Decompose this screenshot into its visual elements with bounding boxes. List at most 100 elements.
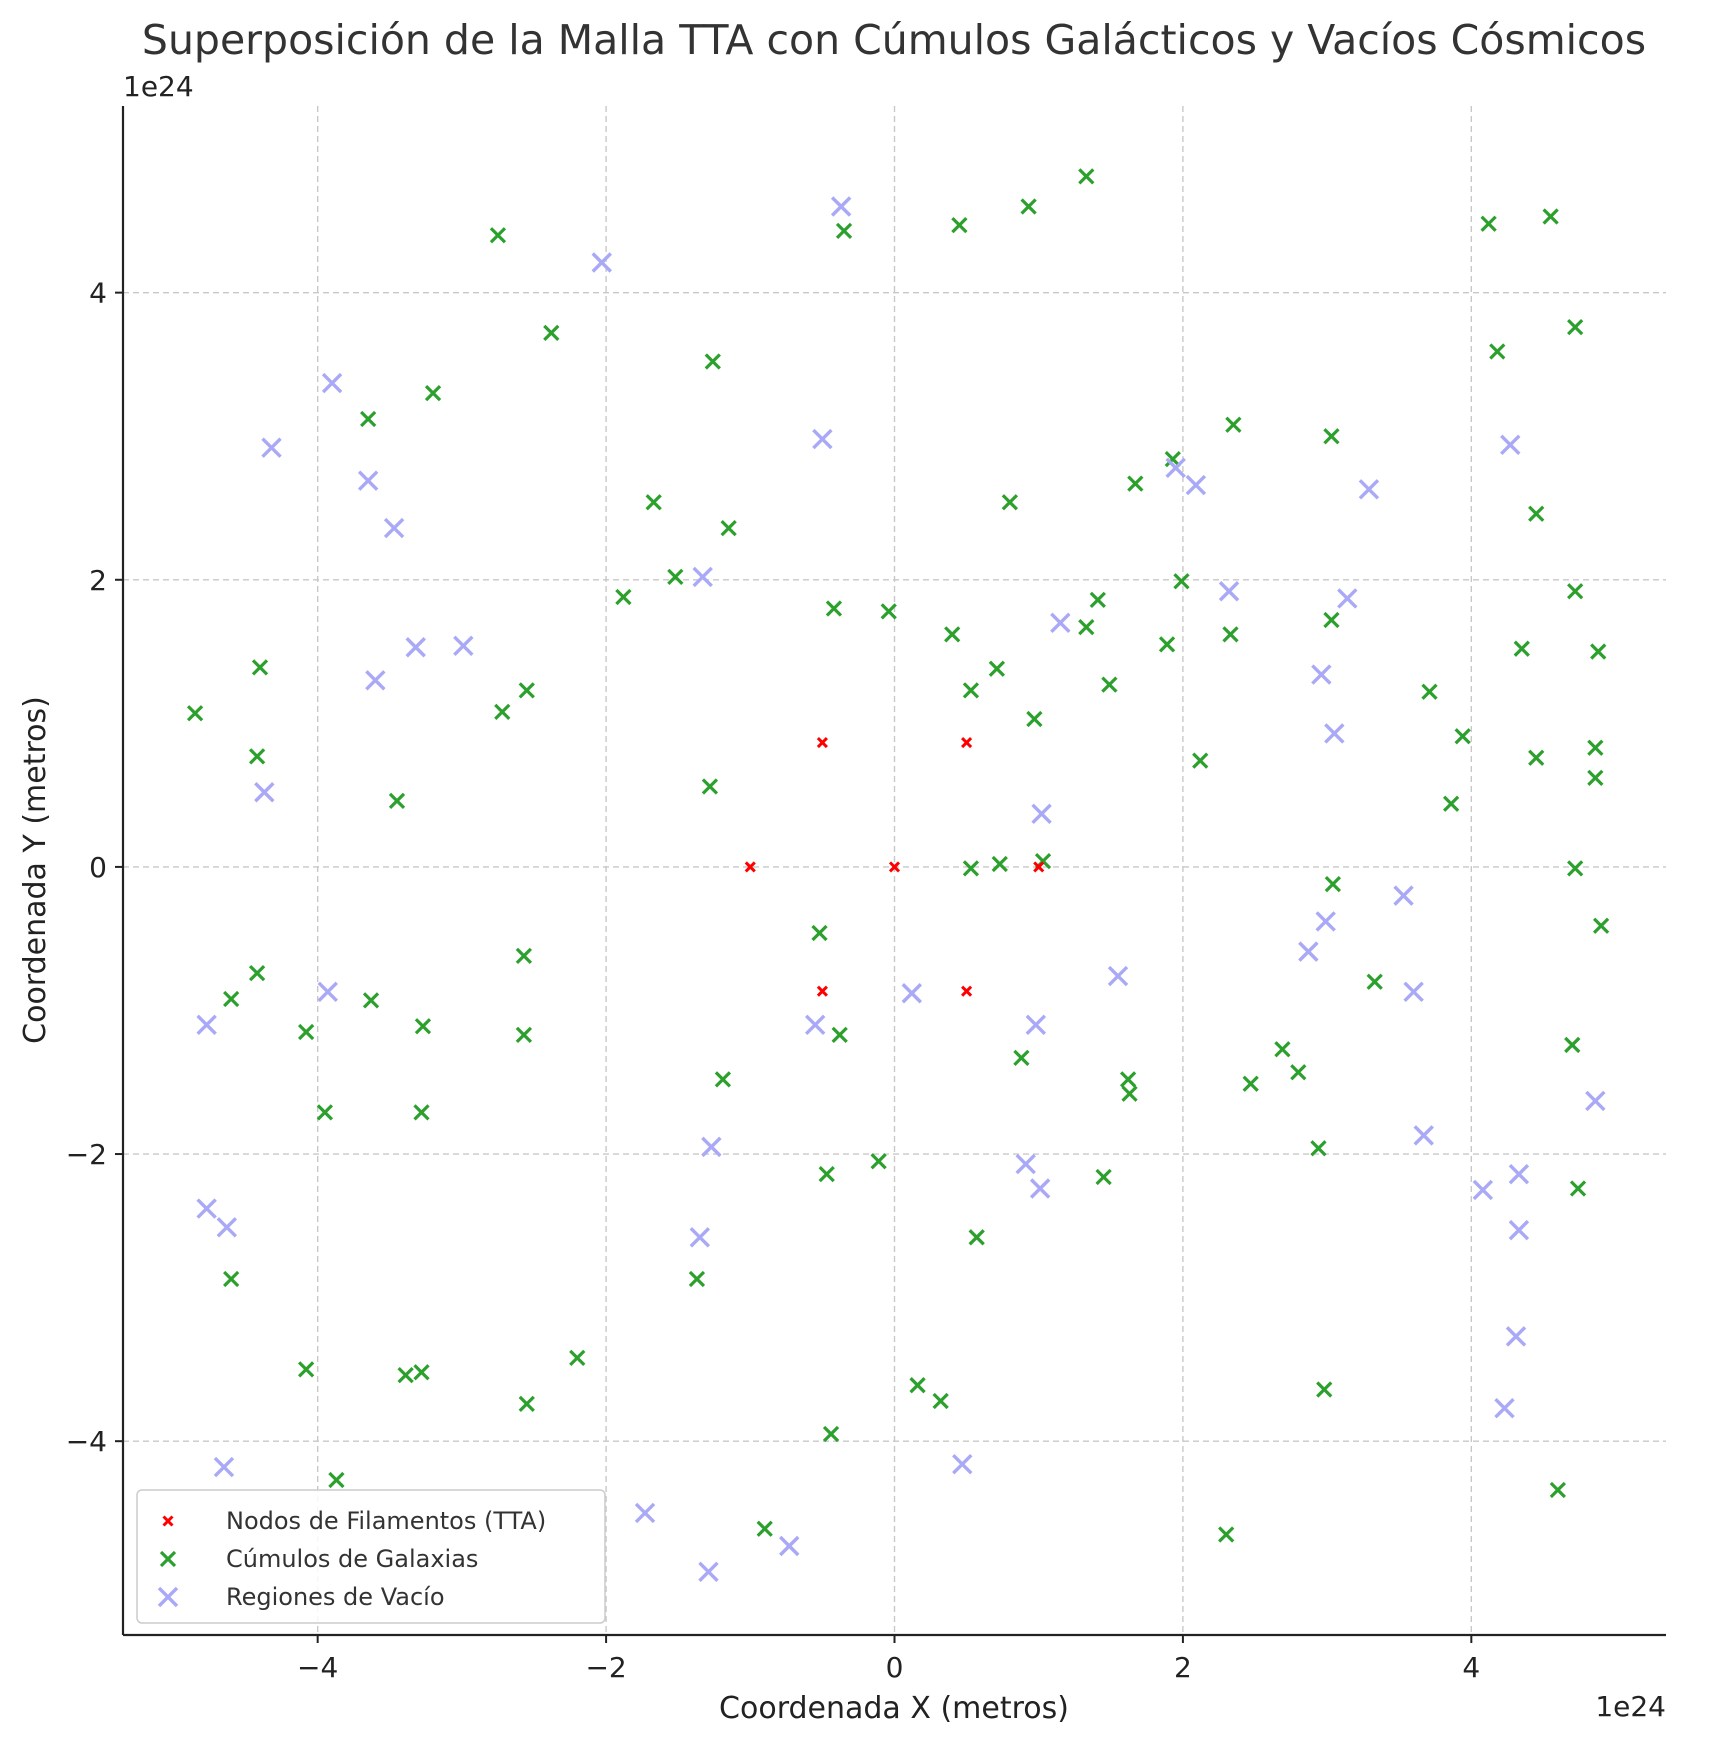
galaxy-cluster-point	[1542, 208, 1559, 225]
galaxy-cluster-point	[1590, 643, 1607, 660]
galaxy-cluster-point	[223, 990, 240, 1008]
galaxy-cluster-point	[1310, 1140, 1327, 1157]
galaxy-cluster-point	[831, 1026, 848, 1044]
galaxy-cluster-point	[667, 568, 684, 586]
void-region-point	[1218, 581, 1240, 602]
galaxy-cluster-point	[1192, 752, 1209, 769]
void-region-point	[804, 1014, 826, 1036]
y-tick-label: 2	[89, 564, 107, 597]
galaxy-cluster-point	[515, 1026, 533, 1044]
tta-node-point	[888, 861, 901, 873]
galaxy-cluster-point	[1587, 769, 1604, 787]
galaxy-cluster-point	[1222, 626, 1239, 643]
galaxy-cluster-point	[1158, 636, 1176, 653]
y-tick-label: 0	[89, 851, 107, 884]
void-region-point	[1311, 664, 1332, 685]
galaxy-cluster-point	[615, 588, 632, 606]
galaxy-cluster-point	[1121, 1085, 1138, 1102]
y-axis-label: Coordenada Y (metros)	[18, 696, 53, 1044]
tta-node-point	[816, 737, 828, 749]
galaxy-cluster-point	[298, 1023, 315, 1041]
x-offset-label: 1e24	[1595, 1690, 1666, 1723]
void-region-point	[254, 782, 275, 803]
galaxy-cluster-point	[818, 1166, 835, 1183]
galaxy-cluster-point	[932, 1392, 949, 1410]
galaxy-cluster-point	[515, 947, 533, 965]
legend-label: Regiones de Vacío	[226, 1583, 445, 1611]
galaxy-cluster-point	[1290, 1064, 1307, 1081]
void-region-point	[1508, 1219, 1530, 1241]
galaxy-cluster-point	[1567, 318, 1584, 336]
galaxy-cluster-point	[1567, 583, 1584, 600]
x-tick-label: 0	[886, 1651, 904, 1684]
galaxy-cluster-point	[811, 924, 828, 942]
galaxy-cluster-point	[714, 1071, 732, 1088]
galaxy-cluster-point	[1567, 860, 1584, 877]
galaxy-cluster-point	[991, 855, 1008, 873]
galaxy-cluster-point	[397, 1367, 414, 1384]
void-region-point	[1500, 434, 1521, 456]
galaxy-cluster-point	[248, 748, 266, 765]
galaxy-cluster-point	[645, 494, 662, 511]
void-region-point	[1508, 1163, 1530, 1185]
galaxy-cluster-point	[1454, 728, 1471, 745]
galaxy-cluster-point	[388, 792, 406, 810]
void-region-point	[1029, 1178, 1051, 1199]
galaxy-cluster-point	[1218, 1526, 1235, 1543]
void-region-point	[952, 1453, 973, 1475]
void-region-point	[1315, 911, 1336, 932]
void-region-point	[779, 1535, 800, 1557]
tta-node-point	[961, 985, 973, 997]
void-region-point	[321, 372, 343, 394]
x-tick-label: −4	[297, 1651, 338, 1684]
legend-label: Nodos de Filamentos (TTA)	[226, 1507, 546, 1535]
y-tick-label: −2	[66, 1138, 107, 1171]
void-region-point	[901, 983, 923, 1004]
void-region-point	[1403, 981, 1424, 1003]
x-tick-label: −2	[585, 1651, 626, 1684]
y-tick-label: 4	[89, 277, 107, 310]
void-region-point	[216, 1217, 238, 1238]
galaxy-cluster-point	[414, 1018, 432, 1035]
tta-node-point	[961, 737, 973, 749]
galaxy-cluster-point	[1225, 416, 1242, 433]
axis-ticks: −4 −2 0 2 4 −4 −2 0 2 4	[66, 277, 1481, 1684]
legend-box	[136, 1489, 606, 1624]
void-region-point	[1472, 1179, 1494, 1201]
galaxy-cluster-point	[328, 1471, 345, 1489]
series-1	[186, 168, 1610, 1543]
galaxy-cluster-point	[1001, 494, 1018, 511]
galaxy-cluster-point	[1587, 739, 1604, 756]
void-region-point	[1413, 1125, 1434, 1146]
x-tick-label: 4	[1462, 1651, 1480, 1684]
galaxy-cluster-point	[1480, 215, 1497, 232]
galaxy-cluster-point	[822, 1425, 840, 1443]
void-region-point	[1015, 1153, 1036, 1175]
galaxy-cluster-point	[756, 1520, 773, 1537]
galaxy-cluster-point	[518, 682, 535, 699]
legend: Nodos de Filamentos (TTA) Cúmulos de Gala…	[136, 1489, 606, 1624]
galaxy-cluster-point	[362, 992, 380, 1009]
void-region-point	[317, 981, 338, 1003]
void-region-point	[1393, 885, 1414, 906]
galaxy-cluster-point	[1026, 710, 1043, 728]
void-region-point	[1050, 612, 1071, 634]
galaxy-cluster-point	[1421, 683, 1438, 700]
galaxy-cluster-point	[944, 626, 961, 643]
series-0	[744, 737, 1045, 997]
galaxy-cluster-point	[909, 1377, 926, 1394]
galaxy-cluster-point	[494, 703, 511, 720]
void-region-point	[701, 1136, 722, 1158]
legend-label: Cúmulos de Galaxias	[226, 1545, 478, 1573]
galaxy-cluster-point	[1528, 749, 1545, 766]
galaxy-cluster-point	[962, 860, 980, 877]
void-region-point	[1031, 803, 1052, 824]
void-region-point	[830, 196, 852, 217]
void-region-point	[196, 1014, 217, 1036]
data-series	[186, 168, 1610, 1583]
legend-marker	[159, 1550, 177, 1568]
legend-entries: Nodos de Filamentos (TTA) Cúmulos de Gala…	[157, 1507, 546, 1611]
galaxy-cluster-point	[951, 217, 968, 234]
galaxy-cluster-point	[962, 682, 980, 699]
